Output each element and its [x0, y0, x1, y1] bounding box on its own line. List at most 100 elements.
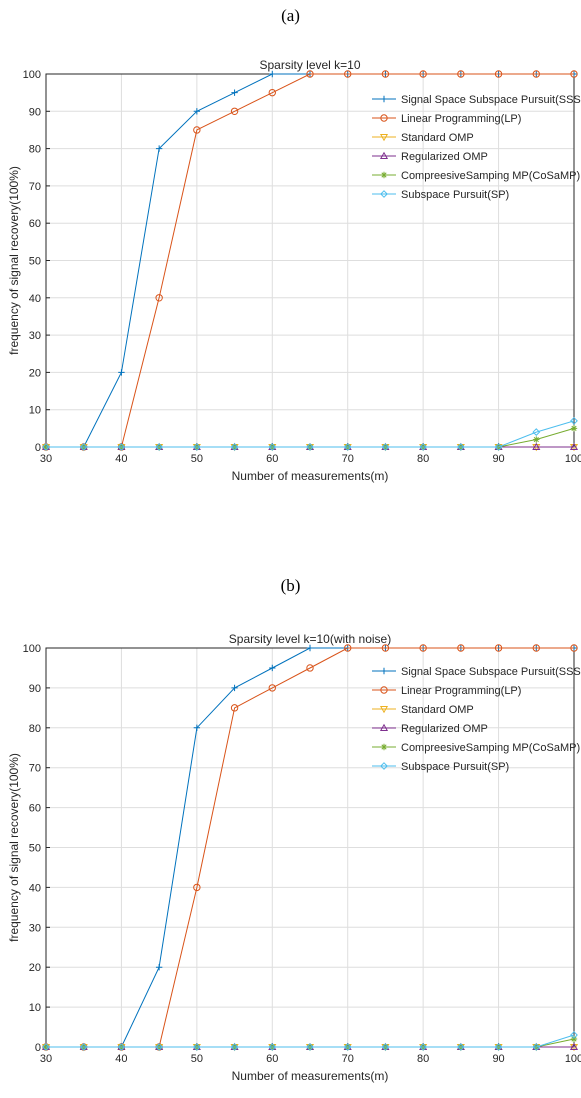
- chart-a-xtick-label-70: 70: [342, 453, 354, 465]
- chart-b-legend-label-0: Signal Space Subspace Pursuit(SSSP): [401, 666, 581, 678]
- chart-b-xtick-label-30: 30: [40, 1053, 52, 1065]
- chart-a-series-1-point-6: [268, 88, 276, 97]
- chart-a-series-5-point-5: [230, 443, 239, 451]
- chart-b-xtick-label-60: 60: [266, 1053, 278, 1065]
- chart-a-ytick-label-60: 60: [29, 218, 41, 230]
- chart-b-ytick-label-0: 0: [35, 1042, 41, 1054]
- chart-a-legend-glyph-0-marker: [380, 95, 388, 103]
- chart-a-legend-label-4: CompreesiveSamping MP(CoSaMP): [401, 170, 580, 182]
- chart-b-series-5-point-8: [343, 1043, 352, 1051]
- chart-a-ylabel: frequency of signal recovery(100%): [7, 166, 21, 355]
- chart-b-ytick-label-90: 90: [29, 683, 41, 695]
- chart-b-series-0-point-3: [155, 964, 163, 971]
- chart-a-legend-glyph-3-marker: [379, 151, 389, 160]
- chart-b-series-5-point-12: [494, 1043, 503, 1051]
- chart-a-series-4-point-14: [570, 425, 578, 432]
- chart-b-xlabel: Number of measurements(m): [232, 1069, 389, 1083]
- chart-a-legend: Signal Space Subspace Pursuit(SSSP) Linea…: [372, 94, 581, 201]
- chart-a-series-0-point-5: [231, 89, 238, 96]
- chart-a-ytick-label-0: 0: [35, 442, 41, 454]
- chart-b-series-5-point-5: [230, 1043, 239, 1051]
- chart-b-xtick-label-80: 80: [417, 1053, 429, 1065]
- chart-b-ytick-label-60: 60: [29, 803, 41, 815]
- chart-a-series-1-point-12: [494, 70, 503, 78]
- chart-a-xtick-label-50: 50: [191, 453, 203, 465]
- chart-a-series-5-point-0: [42, 443, 50, 451]
- chart-b-legend-label-2: Standard OMP: [401, 704, 474, 716]
- chart-a-series-1-point-14: [570, 70, 578, 78]
- chart-b-legend: Signal Space Subspace Pursuit(SSSP) Linea…: [372, 666, 581, 773]
- chart-b-series-1-point-6: [268, 684, 276, 692]
- chart-b-series-0-point-5: [231, 684, 238, 692]
- chart-b-series-5-point-10: [419, 1043, 428, 1051]
- chart-a-xtick-label-100: 100: [565, 453, 581, 465]
- chart-b-series-1-point-11: [457, 644, 465, 652]
- chart-a-series-5-point-6: [268, 443, 277, 451]
- chart-a-series-1-point-4: [193, 126, 201, 134]
- chart-b-series-5-point-11: [456, 1043, 465, 1051]
- chart-b-legend-glyph-4-marker: [380, 743, 388, 751]
- chart-a-series-5-point-7: [306, 443, 314, 451]
- chart-b-ylabel: frequency of signal recovery(100%): [7, 753, 21, 942]
- chart-a: 30 40 50 60 70 80 90 100 0 10 20 30 40 50 60 70 80 90 100 S…: [7, 58, 581, 483]
- chart-b-series-4-point-14: [570, 1035, 578, 1043]
- chart-a-xlabel: Number of measurements(m): [232, 469, 389, 483]
- chart-a-series-1-point-7: [306, 70, 314, 78]
- panel-label-a: (a): [281, 6, 300, 25]
- panel-label-b: (b): [280, 576, 301, 595]
- chart-a-series-3-point-13: [532, 442, 541, 451]
- chart-b-series-1-point-14: [570, 644, 578, 652]
- chart-a-series-1-point-9: [381, 70, 390, 78]
- chart-b-legend-glyph-5-marker: [380, 762, 388, 770]
- chart-a-ytick-label-30: 30: [29, 330, 41, 342]
- chart-b-series-0-point-6: [269, 664, 276, 672]
- chart-a-ytick-label-20: 20: [29, 367, 41, 379]
- chart-a-legend-label-3: Regularized OMP: [401, 151, 488, 163]
- chart-b-series-5-point-6: [268, 1043, 277, 1051]
- chart-b-legend-glyph-0-marker: [380, 667, 388, 675]
- chart-b-legend-glyph-3-marker: [379, 723, 389, 732]
- chart-a-ytick-label-70: 70: [29, 181, 41, 193]
- chart-b-series-1-point-13: [532, 644, 540, 652]
- chart-a-title: Sparsity level k=10: [259, 58, 360, 72]
- chart-a-series-1-point-10: [419, 70, 427, 78]
- chart-b-series-5-point-1: [79, 1043, 88, 1051]
- chart-b-ytick-label-100: 100: [23, 643, 41, 655]
- chart-a-series-5-point-2: [117, 443, 126, 451]
- chart-a-series-0-point-6: [269, 70, 276, 78]
- chart-a-series-0-point-2: [118, 369, 125, 376]
- chart-a-series-5-line: [46, 420, 575, 448]
- chart-a-series-5-point-3: [155, 443, 164, 451]
- chart-b-series-1-point-9: [381, 644, 390, 652]
- chart-b-series-3-point-14: [569, 1042, 579, 1051]
- chart-a-series-1-line: [46, 73, 574, 448]
- chart-a-ytick-label-40: 40: [29, 293, 41, 305]
- chart-b-series-5-point-9: [381, 1043, 390, 1051]
- chart-a-series-1-point-8: [344, 70, 352, 78]
- chart-a-series-5-point-10: [419, 443, 428, 451]
- chart-b-ytick-label-80: 80: [29, 723, 41, 735]
- chart-b-xtick-label-50: 50: [191, 1053, 203, 1065]
- chart-a-legend-glyph-4-marker: [380, 171, 388, 179]
- chart-a-ytick-label-50: 50: [29, 256, 41, 268]
- chart-a-series-1-point-11: [457, 70, 465, 78]
- chart-a-xtick-label-90: 90: [492, 453, 504, 465]
- chart-b-ytick-label-50: 50: [29, 843, 41, 855]
- chart-b-series-5-point-4: [192, 1043, 201, 1051]
- chart-b-legend-label-4: CompreesiveSamping MP(CoSaMP): [401, 742, 580, 754]
- chart-a-series-5-point-4: [192, 443, 201, 451]
- chart-b-series-1-point-12: [494, 644, 503, 652]
- chart-a-legend-glyph-1-marker: [380, 114, 388, 122]
- chart-a-series-5-point-11: [456, 443, 465, 451]
- chart-b-legend-glyph-1-marker: [380, 686, 388, 694]
- chart-a-legend-glyph-5-marker: [380, 190, 388, 198]
- chart-b-series-5-line: [46, 1034, 575, 1048]
- chart-a-ytick-label-100: 100: [23, 69, 41, 81]
- chart-a-series-5-point-9: [381, 443, 390, 451]
- chart-b-ticks: 30 40 50 60 70 80 90 100 0 10 20 30 40 50 60 70 80 90 100: [23, 643, 581, 1065]
- chart-a-legend-glyph-2-marker: [379, 133, 389, 142]
- chart-a-series-1-point-13: [532, 70, 540, 78]
- chart-a-xtick-label-60: 60: [266, 453, 278, 465]
- chart-b-title: Sparsity level k=10(with noise): [229, 632, 391, 646]
- chart-b: 30 40 50 60 70 80 90 100 0 10 20 30 40 50 60 70 80 90 100 S…: [7, 632, 581, 1083]
